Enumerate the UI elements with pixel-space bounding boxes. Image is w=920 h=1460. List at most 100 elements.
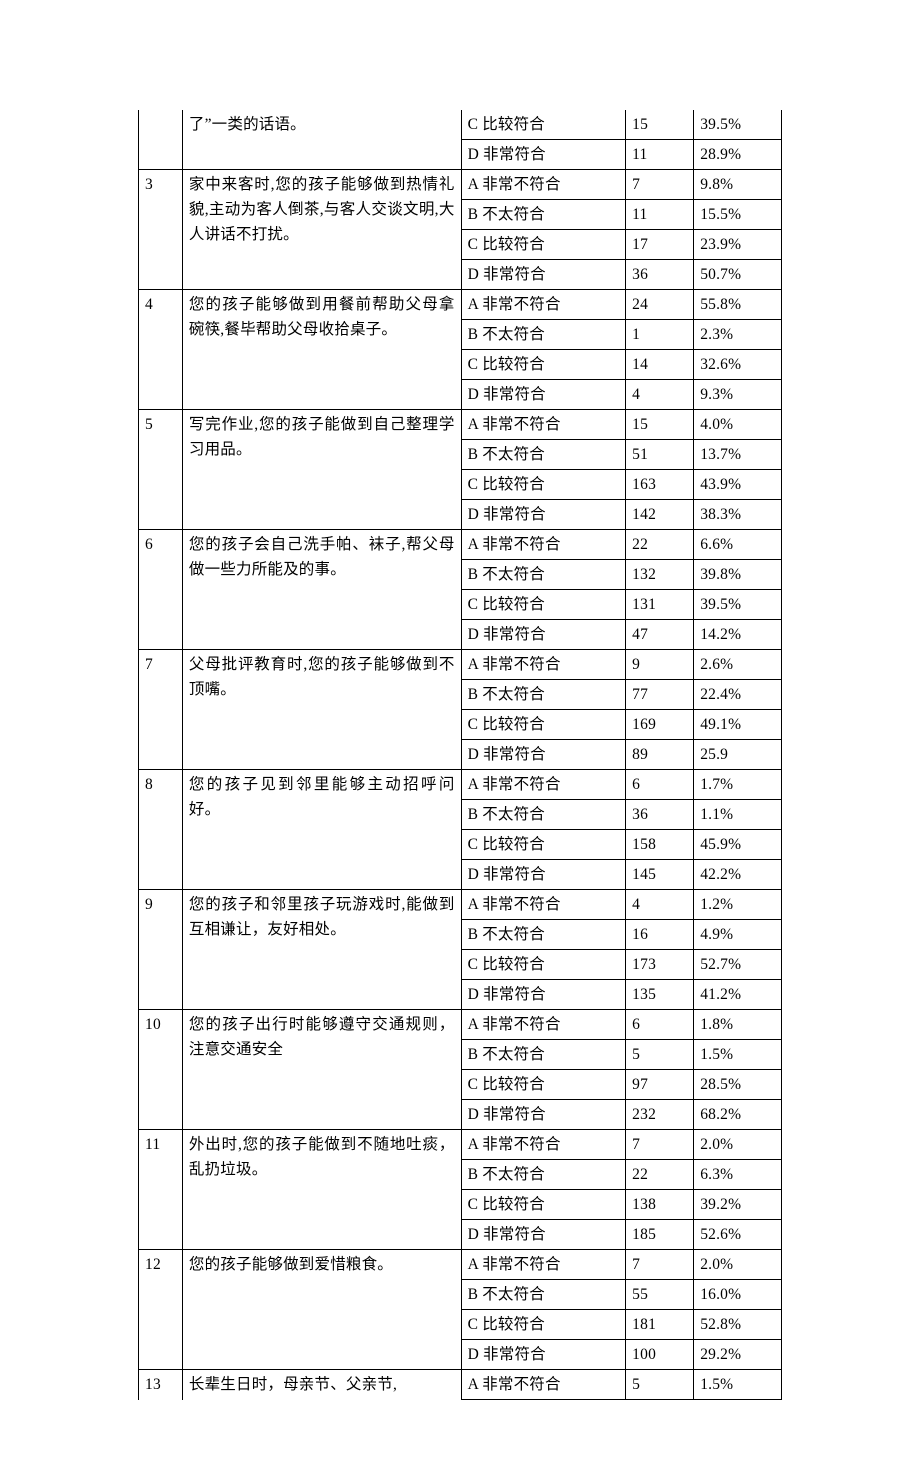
question-number: 5	[139, 410, 183, 530]
option-label: C 比较符合	[461, 110, 626, 140]
survey-table: 了”一类的话语。C 比较符合1539.5%D 非常符合1128.9%3家中来客时…	[138, 110, 782, 1400]
table-row: 11外出时,您的孩子能做到不随地吐痰，乱扔垃圾。A 非常不符合72.0%	[139, 1130, 782, 1160]
question-number	[139, 110, 183, 170]
table-row: 3家中来客时,您的孩子能够做到热情礼貌,主动为客人倒茶,与客人交谈文明,大人讲话…	[139, 170, 782, 200]
count-value: 11	[626, 200, 694, 230]
question-text: 您的孩子见到邻里能够主动招呼问好。	[182, 770, 461, 890]
percent-value: 1.2%	[694, 890, 782, 920]
percent-value: 38.3%	[694, 500, 782, 530]
count-value: 22	[626, 530, 694, 560]
option-label: D 非常符合	[461, 1220, 626, 1250]
question-text: 父母批评教育时,您的孩子能够做到不顶嘴。	[182, 650, 461, 770]
percent-value: 43.9%	[694, 470, 782, 500]
count-value: 131	[626, 590, 694, 620]
option-label: A 非常不符合	[461, 1130, 626, 1160]
option-label: A 非常不符合	[461, 1370, 626, 1400]
count-value: 7	[626, 1130, 694, 1160]
count-value: 163	[626, 470, 694, 500]
percent-value: 28.5%	[694, 1070, 782, 1100]
percent-value: 45.9%	[694, 830, 782, 860]
option-label: C 比较符合	[461, 1310, 626, 1340]
count-value: 17	[626, 230, 694, 260]
option-label: B 不太符合	[461, 800, 626, 830]
percent-value: 41.2%	[694, 980, 782, 1010]
percent-value: 1.5%	[694, 1040, 782, 1070]
option-label: A 非常不符合	[461, 530, 626, 560]
count-value: 16	[626, 920, 694, 950]
question-text: 您的孩子能够做到爱惜粮食。	[182, 1250, 461, 1370]
count-value: 138	[626, 1190, 694, 1220]
option-label: B 不太符合	[461, 920, 626, 950]
option-label: A 非常不符合	[461, 410, 626, 440]
count-value: 185	[626, 1220, 694, 1250]
count-value: 145	[626, 860, 694, 890]
percent-value: 39.2%	[694, 1190, 782, 1220]
question-text: 家中来客时,您的孩子能够做到热情礼貌,主动为客人倒茶,与客人交谈文明,大人讲话不…	[182, 170, 461, 290]
option-label: D 非常符合	[461, 140, 626, 170]
question-number: 8	[139, 770, 183, 890]
percent-value: 2.0%	[694, 1130, 782, 1160]
question-text: 写完作业,您的孩子能做到自己整理学习用品。	[182, 410, 461, 530]
count-value: 4	[626, 890, 694, 920]
table-row: 8您的孩子见到邻里能够主动招呼问好。A 非常不符合61.7%	[139, 770, 782, 800]
percent-value: 39.5%	[694, 110, 782, 140]
percent-value: 6.6%	[694, 530, 782, 560]
count-value: 1	[626, 320, 694, 350]
count-value: 36	[626, 260, 694, 290]
option-label: D 非常符合	[461, 1340, 626, 1370]
count-value: 173	[626, 950, 694, 980]
question-number: 10	[139, 1010, 183, 1130]
percent-value: 22.4%	[694, 680, 782, 710]
percent-value: 4.0%	[694, 410, 782, 440]
percent-value: 52.8%	[694, 1310, 782, 1340]
percent-value: 2.0%	[694, 1250, 782, 1280]
percent-value: 9.3%	[694, 380, 782, 410]
count-value: 15	[626, 110, 694, 140]
table-row: 了”一类的话语。C 比较符合1539.5%	[139, 110, 782, 140]
count-value: 15	[626, 410, 694, 440]
percent-value: 13.7%	[694, 440, 782, 470]
option-label: D 非常符合	[461, 380, 626, 410]
count-value: 11	[626, 140, 694, 170]
option-label: A 非常不符合	[461, 170, 626, 200]
count-value: 36	[626, 800, 694, 830]
count-value: 97	[626, 1070, 694, 1100]
option-label: C 比较符合	[461, 1190, 626, 1220]
option-label: B 不太符合	[461, 680, 626, 710]
count-value: 4	[626, 380, 694, 410]
option-label: D 非常符合	[461, 620, 626, 650]
option-label: A 非常不符合	[461, 770, 626, 800]
percent-value: 16.0%	[694, 1280, 782, 1310]
question-number: 12	[139, 1250, 183, 1370]
table-row: 13长辈生日时，母亲节、父亲节,A 非常不符合51.5%	[139, 1370, 782, 1400]
option-label: A 非常不符合	[461, 890, 626, 920]
question-number: 4	[139, 290, 183, 410]
option-label: C 比较符合	[461, 230, 626, 260]
option-label: D 非常符合	[461, 260, 626, 290]
count-value: 6	[626, 770, 694, 800]
percent-value: 29.2%	[694, 1340, 782, 1370]
percent-value: 23.9%	[694, 230, 782, 260]
percent-value: 68.2%	[694, 1100, 782, 1130]
option-label: B 不太符合	[461, 1280, 626, 1310]
option-label: C 比较符合	[461, 1070, 626, 1100]
percent-value: 15.5%	[694, 200, 782, 230]
question-number: 9	[139, 890, 183, 1010]
option-label: A 非常不符合	[461, 650, 626, 680]
option-label: D 非常符合	[461, 980, 626, 1010]
survey-table-page: 了”一类的话语。C 比较符合1539.5%D 非常符合1128.9%3家中来客时…	[0, 0, 920, 1460]
count-value: 181	[626, 1310, 694, 1340]
option-label: B 不太符合	[461, 320, 626, 350]
count-value: 169	[626, 710, 694, 740]
option-label: A 非常不符合	[461, 1010, 626, 1040]
percent-value: 55.8%	[694, 290, 782, 320]
table-row: 7父母批评教育时,您的孩子能够做到不顶嘴。A 非常不符合92.6%	[139, 650, 782, 680]
count-value: 47	[626, 620, 694, 650]
question-text: 了”一类的话语。	[182, 110, 461, 170]
option-label: A 非常不符合	[461, 290, 626, 320]
percent-value: 49.1%	[694, 710, 782, 740]
percent-value: 9.8%	[694, 170, 782, 200]
percent-value: 1.5%	[694, 1370, 782, 1400]
count-value: 9	[626, 650, 694, 680]
option-label: B 不太符合	[461, 200, 626, 230]
